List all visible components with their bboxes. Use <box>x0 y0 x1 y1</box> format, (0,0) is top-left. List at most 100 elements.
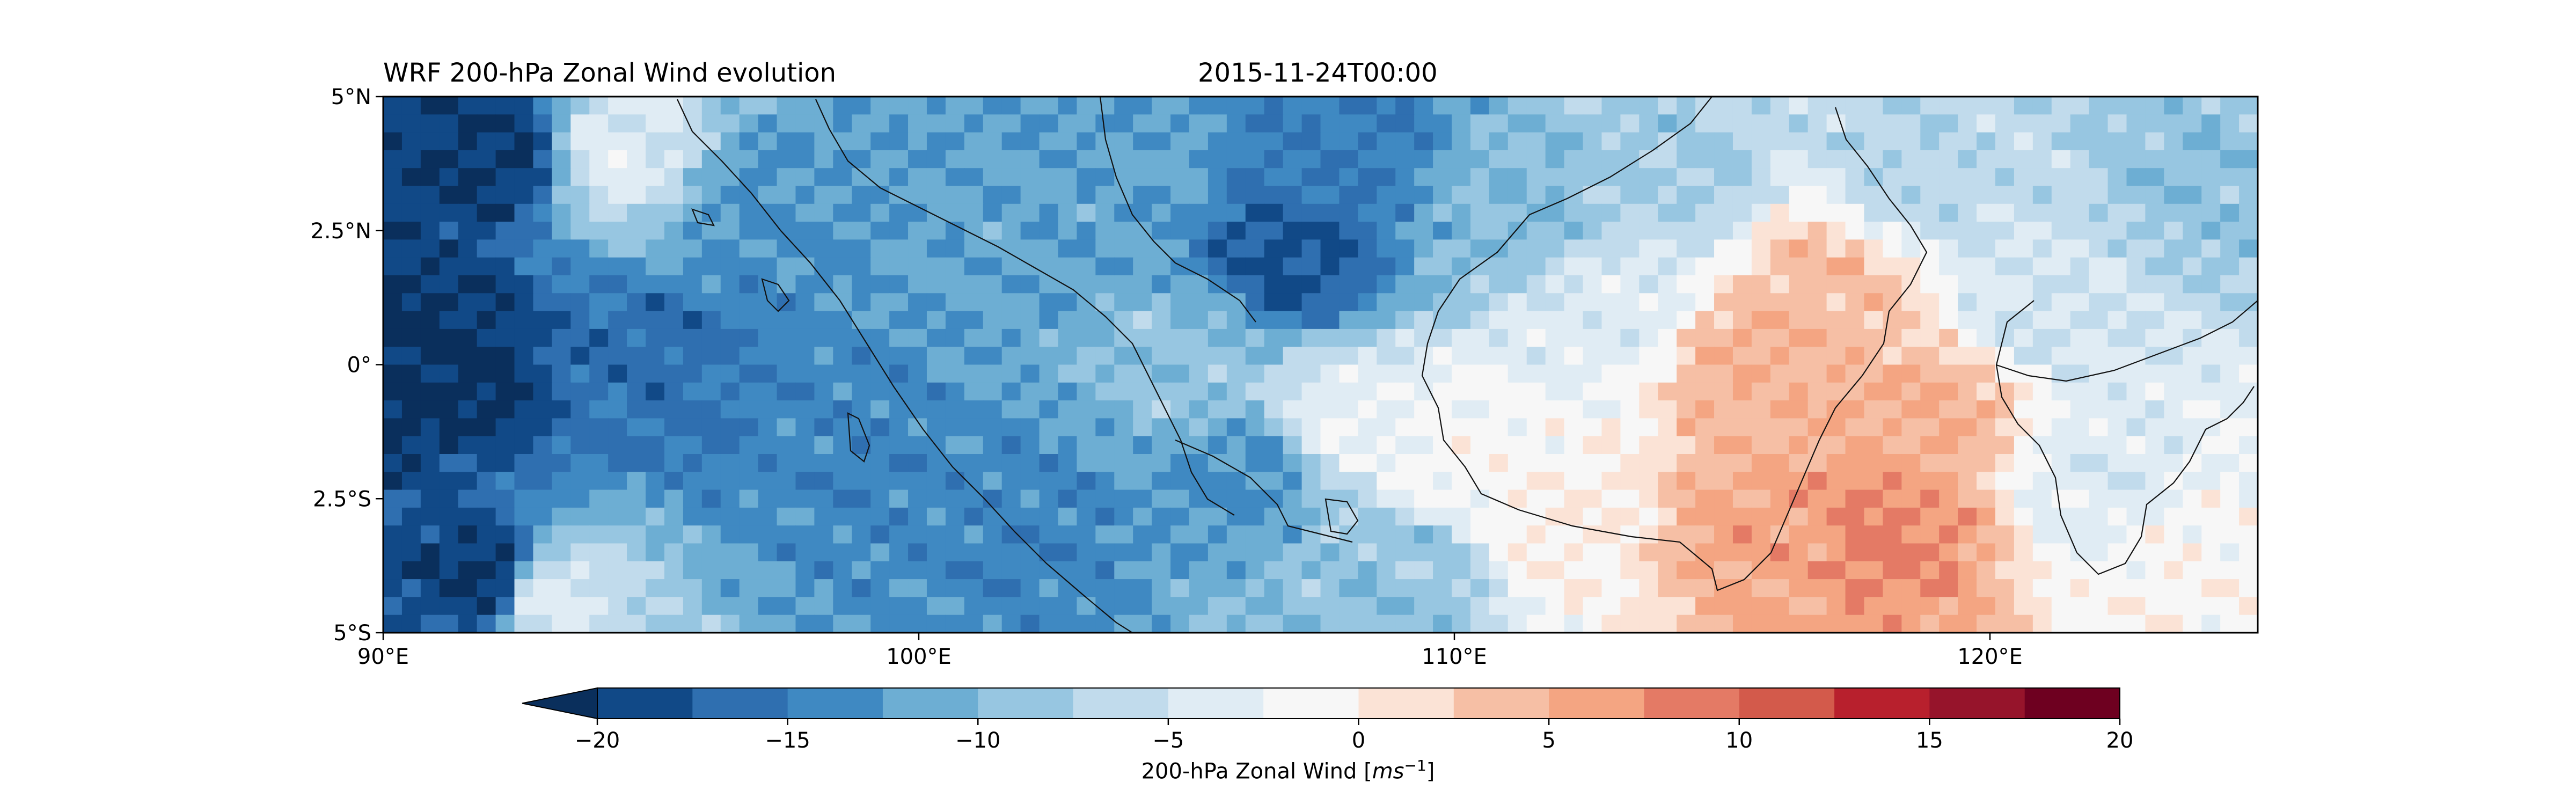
field-cell <box>1226 132 1246 151</box>
field-cell <box>1395 275 1415 294</box>
field-cell <box>833 543 853 562</box>
field-cell <box>1077 579 1096 598</box>
field-cell <box>1601 454 1621 473</box>
field-cell <box>1152 364 1171 383</box>
field-cell <box>1583 614 1602 633</box>
field-cell <box>1695 418 1715 437</box>
field-cell <box>2070 597 2090 616</box>
field-cell <box>926 257 946 276</box>
field-cell <box>1751 311 1771 330</box>
field-cell <box>1695 364 1715 383</box>
field-cell <box>2201 328 2221 347</box>
field-cell <box>1601 186 1621 204</box>
field-cell <box>2032 222 2052 240</box>
field-cell <box>2032 186 2052 204</box>
field-cell <box>1920 525 1940 544</box>
field-cell <box>2239 275 2258 294</box>
field-cell <box>926 382 946 401</box>
field-cell <box>1208 507 1227 526</box>
field-cell <box>2089 597 2109 616</box>
field-cell <box>608 543 627 562</box>
field-cell <box>1001 239 1021 258</box>
field-cell <box>514 454 534 473</box>
field-cell <box>1920 293 1940 312</box>
field-cell <box>664 364 684 383</box>
field-cell <box>1901 328 1921 347</box>
field-cell <box>1208 328 1227 347</box>
field-cell <box>964 489 984 508</box>
field-cell <box>1114 561 1133 580</box>
field-cell <box>552 328 572 347</box>
field-cell <box>1939 364 1958 383</box>
field-cell <box>1489 114 1509 133</box>
field-cell <box>1939 507 1958 526</box>
field-cell <box>1152 418 1171 437</box>
field-cell <box>608 222 627 240</box>
field-cell <box>870 400 890 419</box>
field-cell <box>1845 257 1865 276</box>
field-cell <box>608 311 627 330</box>
field-cell <box>1995 203 2015 222</box>
field-cell <box>1264 489 1284 508</box>
field-cell <box>945 203 965 222</box>
field-cell <box>683 222 702 240</box>
field-cell <box>1226 114 1246 133</box>
field-cell <box>1620 597 1640 616</box>
field-cell <box>1845 97 1865 115</box>
field-cell <box>2089 150 2109 169</box>
field-cell <box>777 507 796 526</box>
field-cell <box>1058 311 1078 330</box>
field-cell <box>1001 454 1021 473</box>
field-cell <box>1995 186 2015 204</box>
field-cell <box>1807 186 1827 204</box>
field-cell <box>1170 311 1190 330</box>
field-cell <box>1470 186 1490 204</box>
field-cell <box>1677 364 1696 383</box>
field-cell <box>2107 132 2127 151</box>
field-cell <box>2032 525 2052 544</box>
field-cell <box>627 543 646 562</box>
field-cell <box>2107 168 2127 187</box>
field-cell <box>420 507 440 526</box>
field-cell <box>1995 454 2015 473</box>
field-cell <box>1732 150 1752 169</box>
field-cell <box>1358 114 1378 133</box>
field-cell <box>1920 561 1940 580</box>
field-cell <box>1208 239 1227 258</box>
field-cell <box>1995 561 2015 580</box>
field-cell <box>1864 275 1884 294</box>
field-cell <box>814 489 834 508</box>
field-cell <box>1995 614 2015 633</box>
field-cell <box>1095 347 1115 365</box>
field-cell <box>1189 186 1209 204</box>
field-cell <box>1377 275 1396 294</box>
field-cell <box>1845 472 1865 491</box>
field-cell <box>1433 186 1452 204</box>
field-cell <box>701 257 721 276</box>
field-cell <box>1020 418 1040 437</box>
field-cell <box>589 454 609 473</box>
field-cell <box>1095 222 1115 240</box>
field-cell <box>2032 347 2052 365</box>
field-cell <box>1077 597 1096 616</box>
field-cell <box>1770 186 1790 204</box>
field-cell <box>1264 97 1284 115</box>
field-cell <box>2239 436 2258 455</box>
field-cell <box>1058 436 1078 455</box>
field-cell <box>1901 97 1921 115</box>
field-cell <box>1358 472 1378 491</box>
field-cell <box>533 168 553 187</box>
field-cell <box>570 97 590 115</box>
field-cell <box>1301 507 1321 526</box>
field-cell <box>1845 186 1865 204</box>
field-cell <box>1545 132 1565 151</box>
field-cell <box>1264 525 1284 544</box>
field-cell <box>1152 382 1171 401</box>
field-cell <box>1264 614 1284 633</box>
field-cell <box>2014 525 2033 544</box>
field-cell <box>401 561 421 580</box>
field-cell <box>1732 472 1752 491</box>
field-cell <box>683 507 702 526</box>
field-cell <box>401 222 421 240</box>
field-cell <box>439 561 459 580</box>
